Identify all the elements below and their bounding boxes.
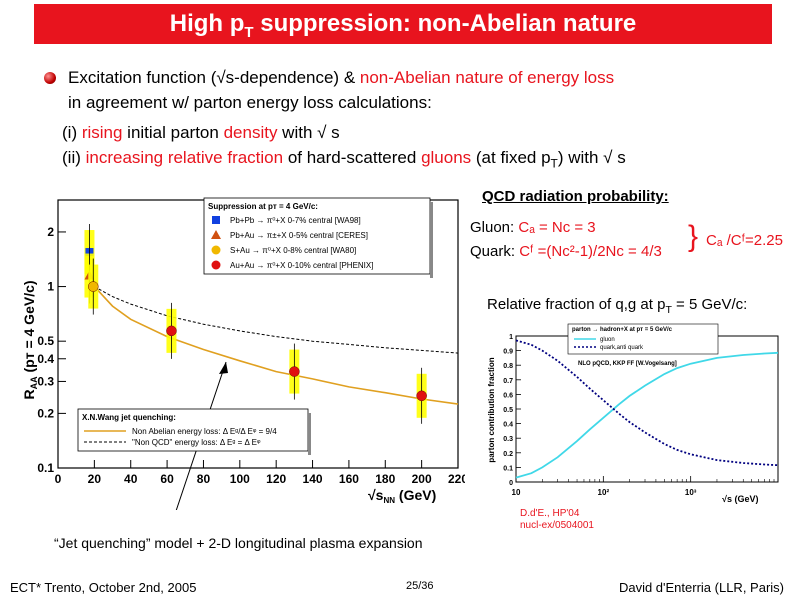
y-tick-label: 0.1 bbox=[503, 465, 513, 472]
y-tick-label: 0.5 bbox=[503, 407, 513, 414]
model-curve bbox=[94, 286, 459, 354]
reference-2: nucl-ex/0504001 bbox=[520, 520, 594, 531]
chart-caption: “Jet quenching” model + 2-D longitudinal… bbox=[54, 535, 423, 551]
raa-x-axis-label: √sNN (GeV) bbox=[368, 487, 436, 505]
legend-marker bbox=[211, 245, 221, 255]
fraction-x-axis-label: √s (GeV) bbox=[722, 494, 758, 504]
raa-y-axis-label: RAA (pᴛ = 4 GeV/c) bbox=[21, 280, 39, 399]
legend-label: "Non QCD" energy loss: Δ Eᵍ = Δ Eᵠ bbox=[132, 438, 261, 447]
x-tick-label: 220 bbox=[448, 472, 465, 486]
wang-legend: X.N.Wang jet quenching: Non Abelian ener… bbox=[77, 408, 311, 455]
legend-label: Au+Au → π⁰+X 0-10% central [PHENIX] bbox=[230, 261, 373, 270]
y-tick-label: 0.9 bbox=[503, 349, 513, 356]
gluon-formula: Gluon: Cₐ = Nᴄ = 3 bbox=[470, 219, 596, 236]
y-tick-label: 0.1 bbox=[37, 461, 54, 475]
legend-marker bbox=[211, 260, 221, 270]
fraction-legend-title: parton → hadron+X at pᴛ = 5 GeV/c bbox=[572, 327, 673, 333]
legend-label: S+Au → π⁰+X 0-8% central [WA80] bbox=[230, 246, 356, 255]
reference-1: D.d'E., HP'04 bbox=[520, 508, 580, 519]
legend-label: quark,anti quark bbox=[600, 345, 644, 351]
x-tick-label: 200 bbox=[412, 472, 432, 486]
y-tick-label: 0.2 bbox=[37, 406, 54, 420]
qcd-heading: QCD radiation probability: bbox=[482, 188, 669, 205]
raa-legend: Suppression at pᴛ = 4 GeV/c: Pb+Pb → π⁰+… bbox=[203, 197, 433, 278]
data-point bbox=[416, 390, 427, 402]
legend-label: gluon bbox=[600, 337, 615, 343]
y-tick-label: 0.3 bbox=[503, 436, 513, 443]
y-tick-label: 0 bbox=[509, 480, 513, 487]
arrow-head-icon bbox=[219, 362, 228, 374]
y-tick-label: 0.8 bbox=[503, 363, 513, 370]
footer-left: ECT* Trento, October 2nd, 2005 bbox=[10, 580, 197, 595]
x-tick-label: 40 bbox=[124, 472, 138, 486]
legend-marker bbox=[211, 230, 221, 239]
legend-label: Non Abelian energy loss: Δ Eᵍ/Δ Eᵠ = 9/4 bbox=[132, 427, 277, 436]
x-tick-label: 160 bbox=[339, 472, 359, 486]
item-i: (i) rising initial parton density with √… bbox=[62, 123, 340, 142]
y-tick-label: 0.4 bbox=[503, 422, 513, 429]
y-tick-label: 1 bbox=[47, 280, 54, 294]
x-tick-label: 0 bbox=[55, 472, 62, 486]
brace-icon: } bbox=[688, 220, 699, 253]
raa-legend-title: Suppression at pᴛ = 4 GeV/c: bbox=[208, 202, 318, 211]
fraction-curve bbox=[515, 339, 779, 467]
model-curve bbox=[93, 286, 459, 405]
x-tick-label: 80 bbox=[197, 472, 211, 486]
color-factor-ratio: Cₐ /Cᶠ=2.25 bbox=[706, 232, 783, 249]
wang-legend-title: X.N.Wang jet quenching: bbox=[82, 413, 176, 422]
x-tick-label: 100 bbox=[230, 472, 250, 486]
legend-label: Pb+Au → π±+X 0-5% central [CERES] bbox=[230, 231, 368, 240]
data-point bbox=[289, 366, 300, 377]
y-tick-label: 0.5 bbox=[37, 334, 54, 348]
x-tick-label: 180 bbox=[375, 472, 395, 486]
legend-label: Pb+Pb → π⁰+X 0-7% central [WA98] bbox=[230, 216, 361, 225]
fraction-curve bbox=[515, 351, 779, 479]
y-tick-label: 0.6 bbox=[503, 392, 513, 399]
bullet-line-1: Excitation function (√s-dependence) & no… bbox=[68, 68, 615, 87]
y-tick-label: 0.4 bbox=[37, 352, 54, 366]
y-tick-label: 0.3 bbox=[37, 374, 54, 388]
footer-right: David d'Enterria (LLR, Paris) bbox=[618, 580, 784, 595]
y-tick-label: 2 bbox=[47, 225, 54, 239]
raa-chart: 0 20 40 60 80 100 120 140 160 180 200 220 0.1 0.2 0.3 0… bbox=[20, 192, 465, 510]
x-tick-label: 60 bbox=[160, 472, 174, 486]
relative-fraction-label: Relative fraction of q,g at pT = 5 GeV/c… bbox=[487, 296, 748, 316]
item-ii: (ii) increasing relative fraction of har… bbox=[62, 148, 626, 171]
data-point bbox=[88, 281, 99, 292]
y-tick-label: 0.2 bbox=[503, 451, 513, 458]
data-point bbox=[166, 325, 177, 337]
footer-page-number: 25/36 bbox=[406, 580, 434, 592]
x-tick-label: 10³ bbox=[685, 488, 697, 497]
x-tick-label: 10² bbox=[598, 488, 610, 497]
legend-marker bbox=[212, 216, 220, 224]
bullet-icon bbox=[44, 72, 56, 84]
x-tick-label: 120 bbox=[266, 472, 286, 486]
x-tick-label: 20 bbox=[88, 472, 102, 486]
fraction-y-axis-label: parton contribution fraction bbox=[487, 357, 496, 462]
page-title: High pT suppression: non-Abelian nature bbox=[34, 4, 772, 44]
quark-formula: Quark: Cᶠ =(Nᴄ²-1)/2Nᴄ = 4/3 bbox=[470, 243, 662, 260]
y-tick-label: 0.7 bbox=[503, 378, 513, 385]
model-label: NLO pQCD, KKP FF [W.Vogelsang] bbox=[578, 361, 677, 367]
parton-fraction-chart: 10 10² 10³ 0 0.1 0.2 0.3 0.4 0.5 0.6 0.7 0.8 0.9 1 pa… bbox=[487, 323, 779, 504]
bullet-line-2: in agreement w/ parton energy loss calcu… bbox=[68, 93, 432, 112]
x-tick-label: 140 bbox=[303, 472, 323, 486]
fraction-legend: parton → hadron+X at pᴛ = 5 GeV/c gluon q… bbox=[567, 323, 719, 355]
y-tick-label: 1 bbox=[509, 334, 513, 341]
x-tick-label: 10 bbox=[512, 488, 521, 497]
